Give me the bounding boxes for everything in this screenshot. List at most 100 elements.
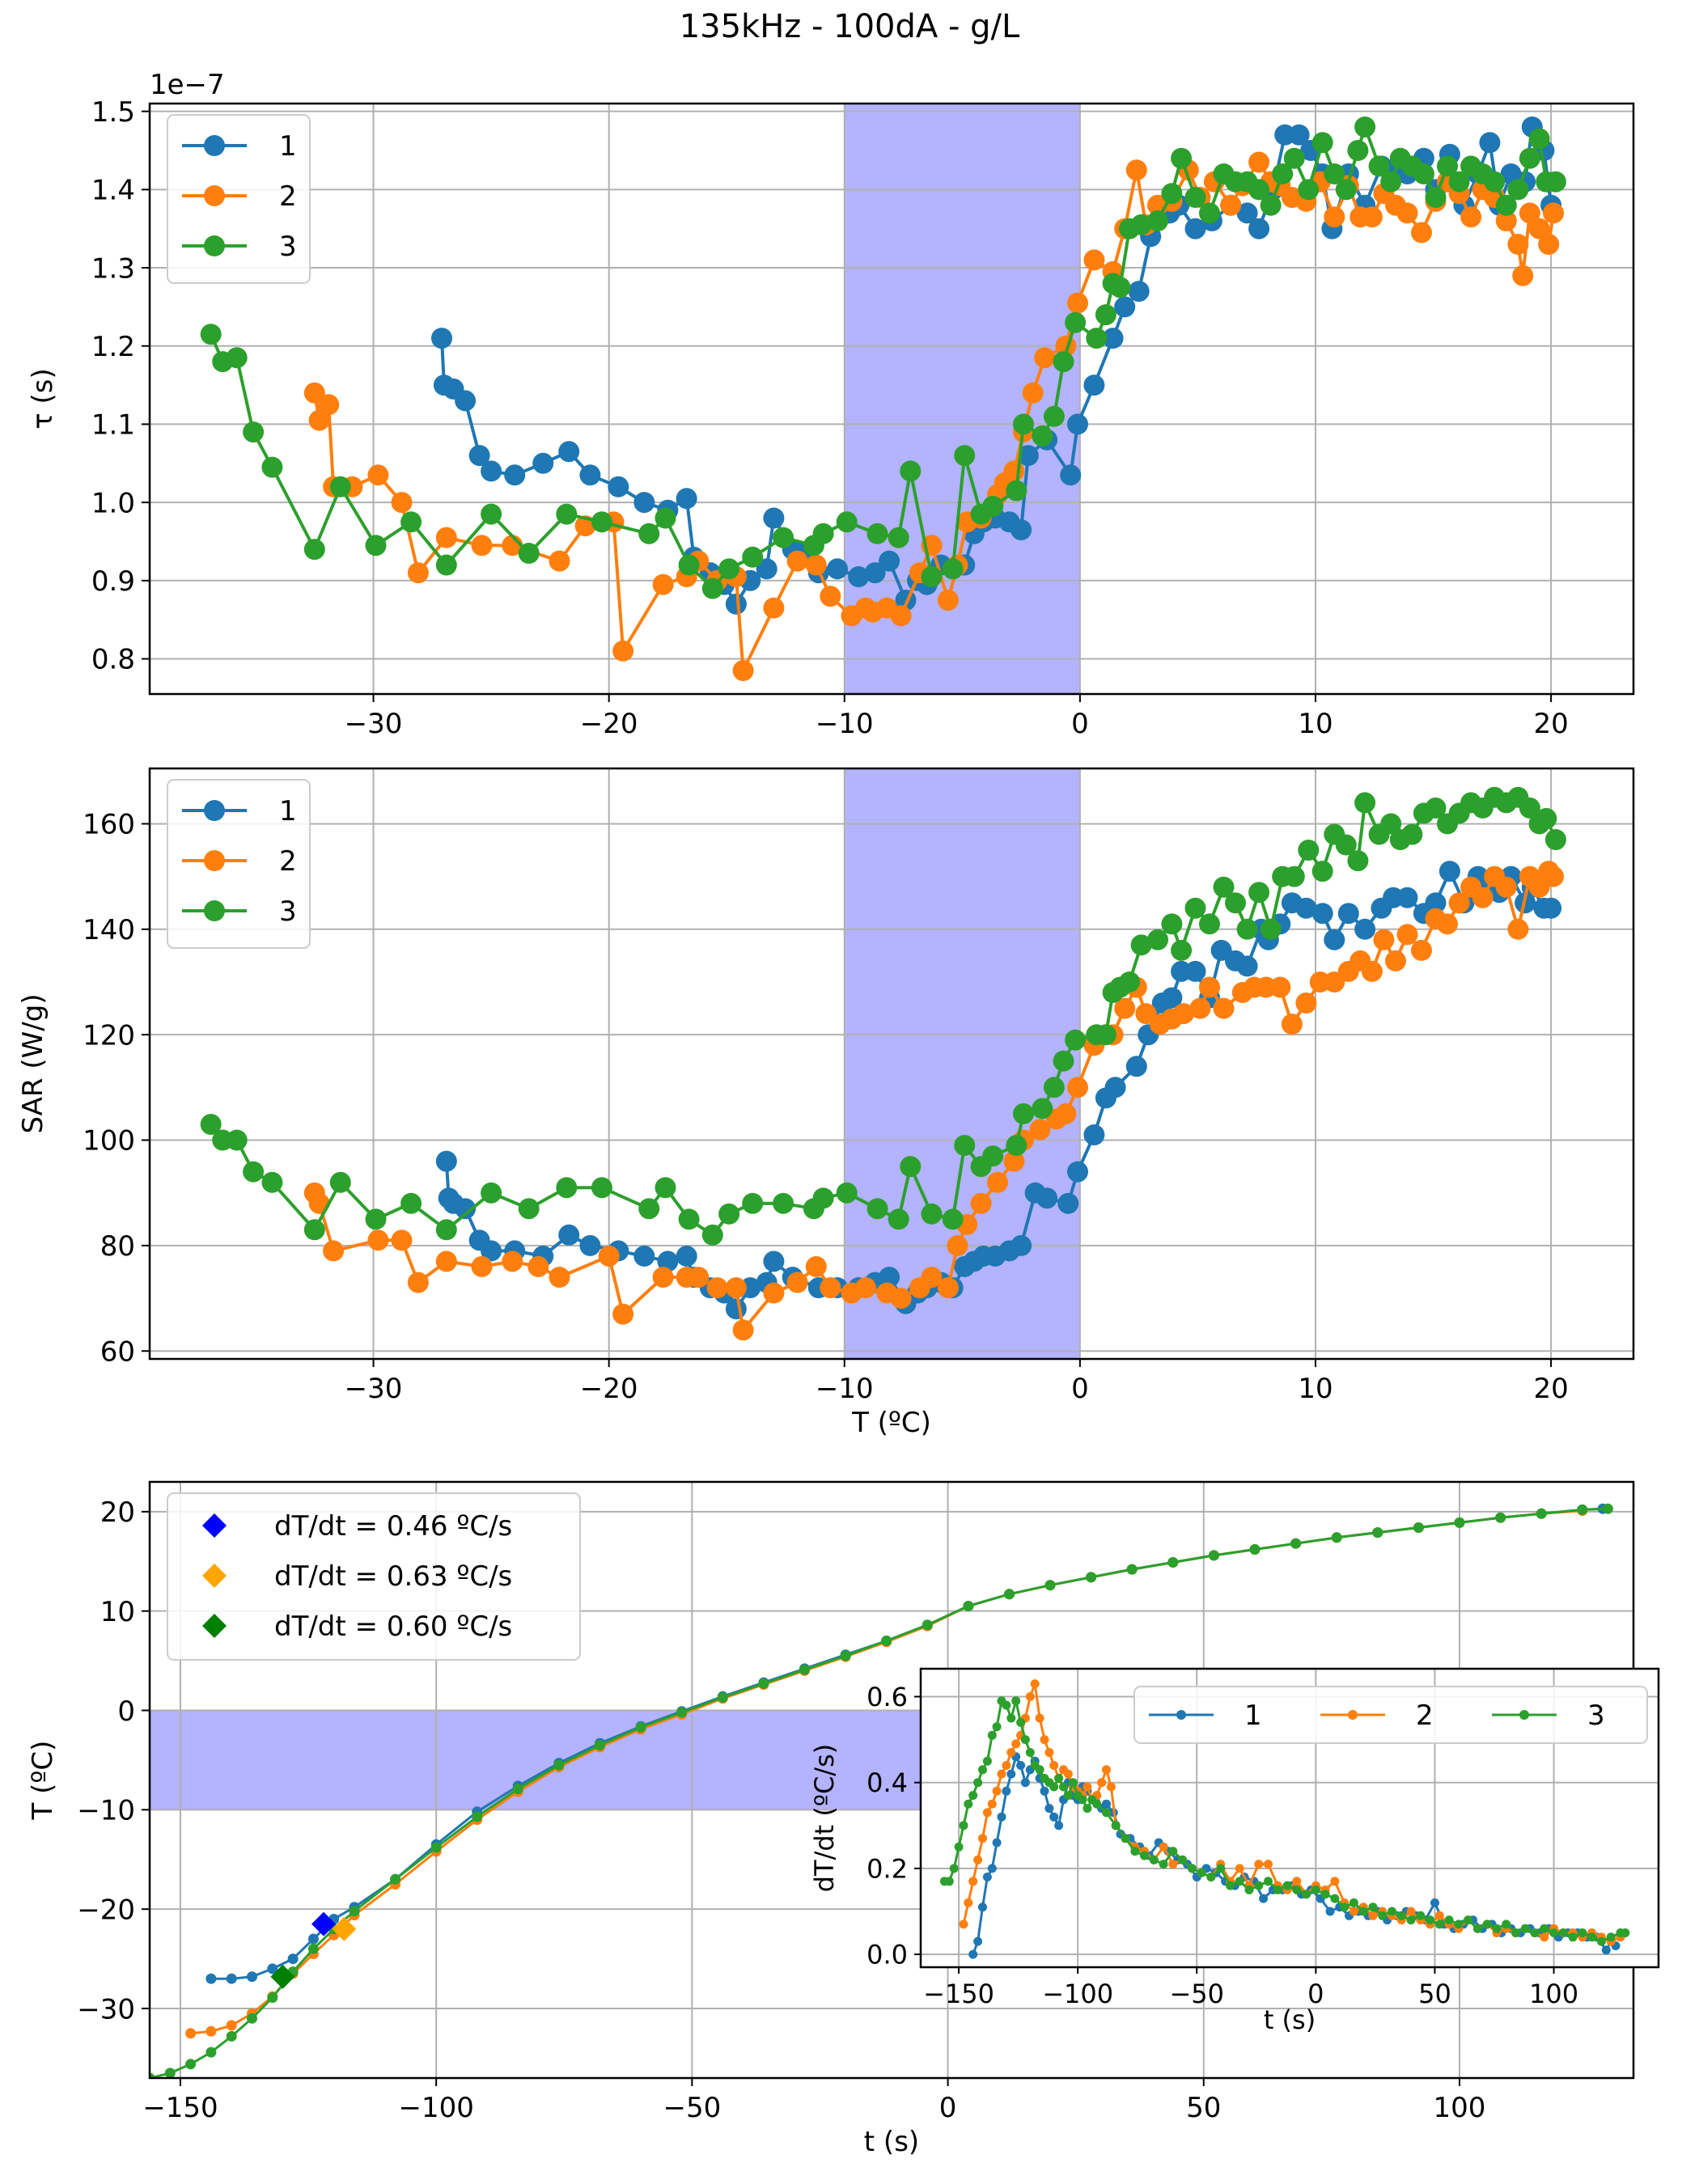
data-point-3	[1161, 183, 1183, 205]
data-point-3	[1147, 210, 1168, 231]
data-point-3	[1331, 1532, 1342, 1543]
data-point-2	[1022, 382, 1044, 404]
data-point-3	[1002, 1700, 1011, 1710]
data-point-2	[1540, 1932, 1549, 1942]
data-point-3	[1335, 179, 1357, 201]
y-tick-label: 10	[100, 1596, 135, 1628]
legend-marker-2	[1348, 1710, 1358, 1720]
data-point-3	[1484, 171, 1506, 193]
data-point-3	[435, 554, 457, 576]
figure-title: 135kHz - 100dA - g/L	[680, 8, 1020, 45]
data-point-3	[1358, 1907, 1368, 1916]
data-point-1	[864, 562, 886, 584]
data-point-2	[1025, 1692, 1035, 1701]
legend-label-3: dT/dt = 0.60 ºC/s	[274, 1610, 512, 1643]
data-point-2	[323, 1240, 345, 1262]
data-point-3	[512, 1784, 523, 1795]
data-point-2	[1434, 1911, 1444, 1920]
x-tick-label: −50	[663, 2092, 721, 2124]
data-point-1	[1288, 124, 1310, 146]
y-tick-label: 0.2	[866, 1853, 908, 1884]
data-point-1	[973, 1936, 983, 1946]
y-axis-label: τ (s)	[27, 368, 59, 430]
inset-legend: 1 2 3	[1133, 1686, 1648, 1744]
data-point-3	[987, 1730, 997, 1740]
data-point-3	[1095, 1024, 1116, 1046]
series-group	[200, 786, 1566, 1341]
x-tick-label: 0	[939, 2092, 957, 2124]
data-point-3	[1187, 1864, 1197, 1873]
data-point-3	[1111, 1821, 1121, 1831]
data-point-3	[591, 511, 612, 533]
data-point-2	[1507, 918, 1529, 940]
data-point-2	[1067, 1077, 1088, 1098]
data-point-2	[1411, 939, 1432, 961]
legend-label-1: dT/dt = 0.46 ºC/s	[274, 1510, 512, 1543]
data-point-3	[1472, 1924, 1482, 1933]
data-point-1	[307, 1933, 319, 1945]
y-tick-label: 1.3	[91, 252, 135, 285]
data-point-1	[1236, 955, 1258, 977]
y-axis-label: SAR (W/g)	[17, 993, 49, 1133]
data-point-3	[1063, 1791, 1073, 1801]
data-point-2	[1034, 347, 1056, 369]
data-point-3	[303, 1219, 325, 1241]
data-point-3	[1159, 1860, 1168, 1869]
data-point-1	[987, 1864, 997, 1873]
data-point-1	[1011, 1234, 1032, 1256]
data-point-3	[718, 1203, 740, 1225]
data-point-3	[1161, 913, 1183, 935]
data-point-2	[947, 1234, 968, 1256]
x-tick-label: −10	[816, 1373, 874, 1405]
data-point-3	[900, 1156, 922, 1178]
data-point-1	[1067, 1161, 1088, 1183]
data-point-3	[1320, 1890, 1330, 1899]
data-point-1	[968, 1949, 978, 1959]
data-point-1	[1020, 1778, 1030, 1788]
data-point-3	[1171, 939, 1193, 961]
data-point-3	[717, 1692, 728, 1703]
data-point-3	[1149, 1855, 1159, 1864]
data-point-3	[1368, 155, 1390, 177]
data-point-1	[1040, 1786, 1049, 1796]
data-point-3	[1049, 1782, 1059, 1792]
axes-dTdt-inset: −150 −100 −50 0 50 100 0.0 0.2 0.4 0.6 t (s) dT/dt …	[809, 1667, 1660, 2035]
data-point-1	[1236, 202, 1258, 224]
data-point-3	[1540, 1924, 1549, 1933]
y-tick-label: 0.4	[866, 1767, 908, 1798]
data-point-3	[1095, 304, 1116, 326]
y-tick-label: 1.0	[91, 487, 135, 519]
data-point-2	[987, 1799, 997, 1809]
data-point-2	[1125, 159, 1147, 181]
x-tick-label: 20	[1533, 708, 1568, 740]
data-point-3	[1324, 163, 1345, 184]
data-point-3	[1235, 1877, 1244, 1886]
legend-box	[167, 114, 311, 284]
data-point-1	[756, 558, 777, 580]
data-point-3	[1068, 1778, 1078, 1788]
y-tick-label: 1.1	[91, 409, 135, 442]
y-tick-label: 160	[83, 809, 135, 841]
data-point-2	[964, 1898, 973, 1907]
y-tick-label: 80	[100, 1230, 135, 1263]
data-point-2	[921, 1267, 943, 1288]
data-point-3	[1544, 829, 1566, 850]
data-point-1	[226, 1973, 237, 1984]
data-point-2	[1006, 1748, 1016, 1757]
data-point-2	[502, 1251, 523, 1272]
data-point-3	[922, 1619, 933, 1631]
x-tick-label: −30	[345, 708, 403, 740]
data-point-3	[949, 1864, 959, 1873]
data-point-3	[205, 2046, 217, 2058]
data-point-3	[1254, 1881, 1264, 1890]
data-point-2	[1472, 887, 1494, 908]
data-point-1	[725, 1298, 747, 1320]
data-point-3	[1577, 1504, 1588, 1515]
data-point-3	[349, 1906, 360, 1917]
x-tick-label: 0	[1071, 708, 1089, 740]
data-point-3	[701, 578, 723, 599]
data-point-3	[1013, 1103, 1034, 1124]
data-point-3	[1544, 171, 1566, 193]
x-tick-label: −50	[1169, 1979, 1224, 2009]
data-point-2	[1049, 1761, 1059, 1770]
